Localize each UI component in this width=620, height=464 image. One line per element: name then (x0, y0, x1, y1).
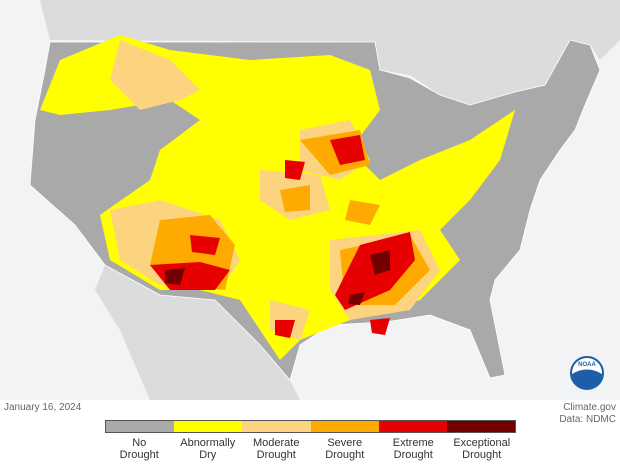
legend-labels: No Drought Abnormally Dry Moderate Drought… (105, 437, 516, 461)
legend-swatch (310, 421, 379, 432)
legend-swatch (378, 421, 447, 432)
legend-swatch (242, 421, 311, 432)
legend-item: No Drought (105, 437, 174, 461)
legend-item: Severe Drought (311, 437, 380, 461)
source: Climate.gov (563, 402, 616, 413)
legend (105, 420, 516, 433)
legend-item: Moderate Drought (242, 437, 311, 461)
legend-swatch (106, 421, 175, 432)
noaa-logo: NOAA (570, 356, 604, 390)
drought-map: NOAA (0, 0, 620, 400)
logo-text: NOAA (578, 362, 596, 368)
logo-wave (572, 369, 602, 389)
legend-item: Extreme Drought (379, 437, 448, 461)
legend-label: Abnormally Dry (180, 437, 236, 461)
legend-label: Severe Drought (325, 437, 365, 461)
legend-swatch (446, 421, 516, 432)
legend-label: No Drought (119, 437, 159, 461)
legend-label: Extreme Drought (392, 437, 434, 461)
legend-label: Moderate Drought (253, 437, 300, 461)
data-credit: Data: NDMC (559, 414, 616, 425)
legend-label: Exceptional Drought (453, 437, 511, 461)
legend-item: Exceptional Drought (448, 437, 517, 461)
mexico (95, 265, 300, 400)
legend-swatch (174, 421, 243, 432)
extreme-drought (150, 135, 415, 338)
drought-areas (40, 35, 515, 360)
legend-item: Abnormally Dry (174, 437, 243, 461)
date: January 16, 2024 (4, 402, 82, 413)
canada (0, 0, 620, 105)
